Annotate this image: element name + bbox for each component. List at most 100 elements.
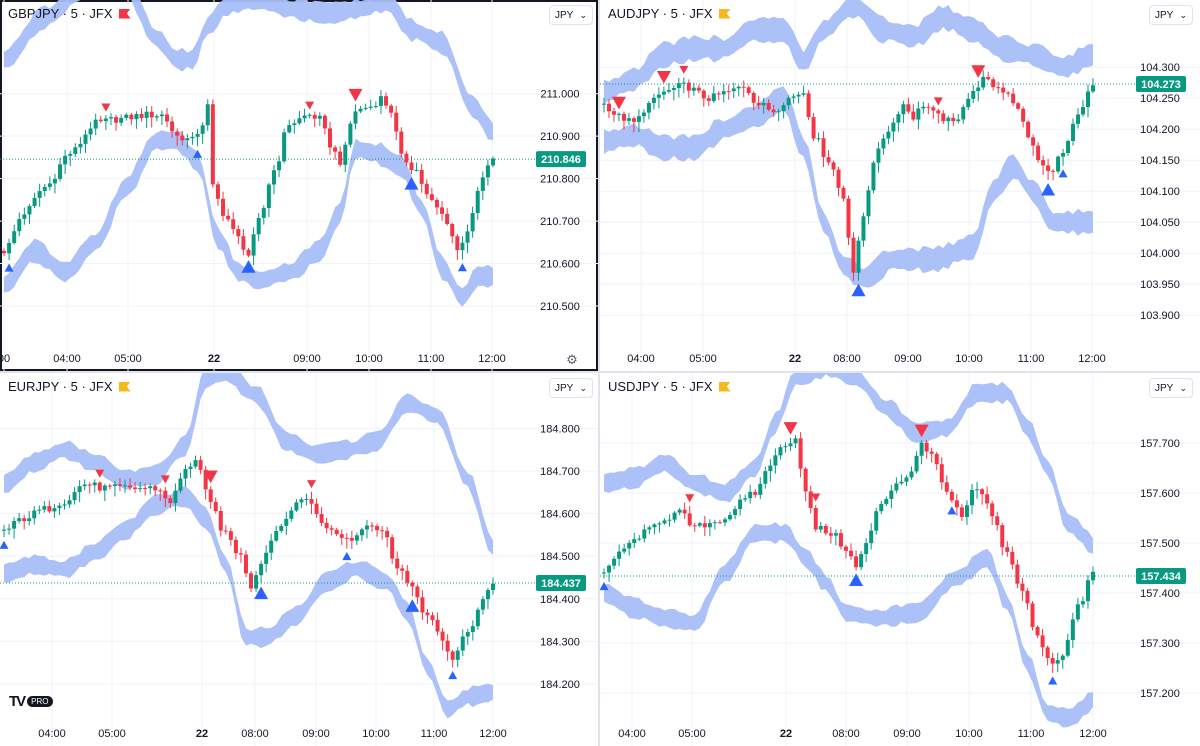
audjpy-chart-svg[interactable]: 104.300 104.250 104.200 104.150 104.100 104.0… [600, 0, 1200, 371]
candle-body [843, 546, 848, 551]
candle-body [200, 125, 205, 134]
candle-body [816, 138, 821, 140]
candle-body [7, 528, 12, 530]
chevron-down-icon: ⌄ [1179, 382, 1187, 393]
symbol-legend[interactable]: USDJPY · 5 · JFX [608, 379, 731, 394]
candle-body [460, 242, 465, 251]
candle-body [781, 105, 786, 112]
symbol-legend[interactable]: AUDJPY · 5 · JFX [608, 6, 731, 21]
candle-body [1045, 647, 1050, 659]
time-tick-label: 22 [196, 728, 208, 740]
currency-selector[interactable]: JPY ⌄ [1149, 378, 1193, 398]
tradingview-logo[interactable]: TV PRO [9, 693, 53, 710]
candle-body [2, 250, 6, 254]
time-tick-label: 12:00 [479, 728, 507, 740]
symbol-title[interactable]: EURJPY · 5 · JFX [8, 379, 113, 394]
symbol-legend[interactable]: EURJPY · 5 · JFX [8, 379, 131, 394]
candle-body [631, 118, 636, 122]
flag-icon[interactable] [118, 8, 131, 19]
currency-selector[interactable]: JPY ⌄ [549, 378, 593, 398]
candle-body [58, 164, 63, 179]
lower-band [604, 86, 1093, 288]
candle-body [636, 116, 641, 122]
candle-body [861, 216, 866, 241]
time-axis: 04:00 05:00 22 08:00 09:00 10:00 11:00 12:00 [38, 728, 507, 740]
candle-body [117, 484, 122, 486]
candle-body [282, 132, 287, 162]
buy-signal-marker [600, 582, 609, 591]
candles [602, 70, 1095, 281]
candles [2, 90, 495, 266]
candle-body [450, 223, 455, 237]
candle-body [976, 87, 981, 92]
candle-body [223, 530, 228, 532]
candle-body [831, 162, 836, 170]
chevron-down-icon: ⌄ [1179, 9, 1187, 20]
candle-body [129, 114, 134, 120]
candle-body [425, 612, 430, 616]
candle-body [891, 122, 896, 132]
chart-pane-eurjpy[interactable]: 184.800 184.700 184.600 184.500 184.400 184.3… [0, 373, 598, 746]
symbol-title[interactable]: USDJPY · 5 · JFX [608, 379, 713, 394]
chart-pane-gbpjpy[interactable]: 211.000 210.900 210.800 210.700 210.600 210.5… [0, 0, 598, 371]
price-tick-label: 157.300 [1140, 638, 1180, 650]
price-tick-label: 210.800 [540, 174, 580, 186]
candles [2, 455, 495, 668]
candle-body [1040, 635, 1045, 648]
candle-body [1035, 627, 1040, 636]
flag-icon[interactable] [118, 381, 131, 392]
candle-body [119, 117, 124, 123]
candle-body [266, 184, 271, 209]
candle-body [954, 500, 959, 508]
price-tick-label: 104.100 [1140, 186, 1180, 198]
candle-body [314, 503, 319, 515]
candle-body [793, 438, 798, 444]
candle-body [691, 87, 696, 91]
usdjpy-chart-svg[interactable]: 157.700 157.600 157.500 157.400 157.300 157.2… [600, 373, 1200, 746]
time-tick-label: 11:00 [1018, 728, 1045, 740]
currency-selector[interactable]: JPY ⌄ [1149, 5, 1193, 25]
symbol-legend[interactable]: GBPJPY · 5 · JFX [8, 6, 131, 21]
candle-body [98, 119, 103, 122]
candle-body [985, 494, 990, 504]
candle-body [746, 87, 751, 94]
candle-body [916, 108, 921, 120]
candle-body [343, 144, 348, 165]
candle-body [419, 169, 424, 184]
chart-pane-audjpy[interactable]: 104.300 104.250 104.200 104.150 104.100 104.0… [600, 0, 1200, 371]
candle-body [231, 219, 236, 230]
time-tick-label: 08:00 [833, 353, 861, 365]
candle-body [711, 93, 716, 101]
chart-pane-usdjpy[interactable]: 157.700 157.600 157.500 157.400 157.300 157.2… [600, 373, 1200, 746]
candle-body [758, 483, 763, 495]
candle-body [384, 96, 389, 106]
candle-body [62, 504, 67, 506]
candle-body [249, 573, 254, 589]
candle-body [1036, 145, 1041, 161]
candle-body [818, 525, 823, 530]
buy-signal-marker [0, 540, 9, 549]
candle-body [975, 489, 980, 491]
candle-body [324, 522, 329, 529]
currency-selector[interactable]: JPY ⌄ [549, 5, 593, 25]
settings-gear-icon[interactable]: ⚙ [566, 352, 578, 367]
candle-body [7, 242, 12, 254]
candle-body [803, 468, 808, 492]
candle-body [951, 117, 956, 122]
buy-signal-marker [1058, 169, 1068, 178]
candle-body [450, 651, 455, 660]
eurjpy-chart-svg[interactable]: 184.800 184.700 184.600 184.500 184.400 184.3… [0, 373, 598, 746]
upper-band [604, 373, 1093, 554]
candle-body [312, 114, 317, 119]
lower-band [604, 522, 1093, 728]
symbol-title[interactable]: GBPJPY · 5 · JFX [8, 6, 113, 21]
flag-icon[interactable] [718, 381, 731, 392]
price-tick-label: 103.900 [1140, 310, 1180, 322]
candles [602, 432, 1095, 673]
candle-body [672, 512, 677, 520]
candle-body [1031, 137, 1036, 146]
flag-icon[interactable] [718, 8, 731, 19]
symbol-title[interactable]: AUDJPY · 5 · JFX [608, 6, 713, 21]
candle-body [731, 88, 736, 92]
gbpjpy-chart-svg[interactable]: 211.000 210.900 210.800 210.700 210.600 210.5… [0, 0, 598, 371]
